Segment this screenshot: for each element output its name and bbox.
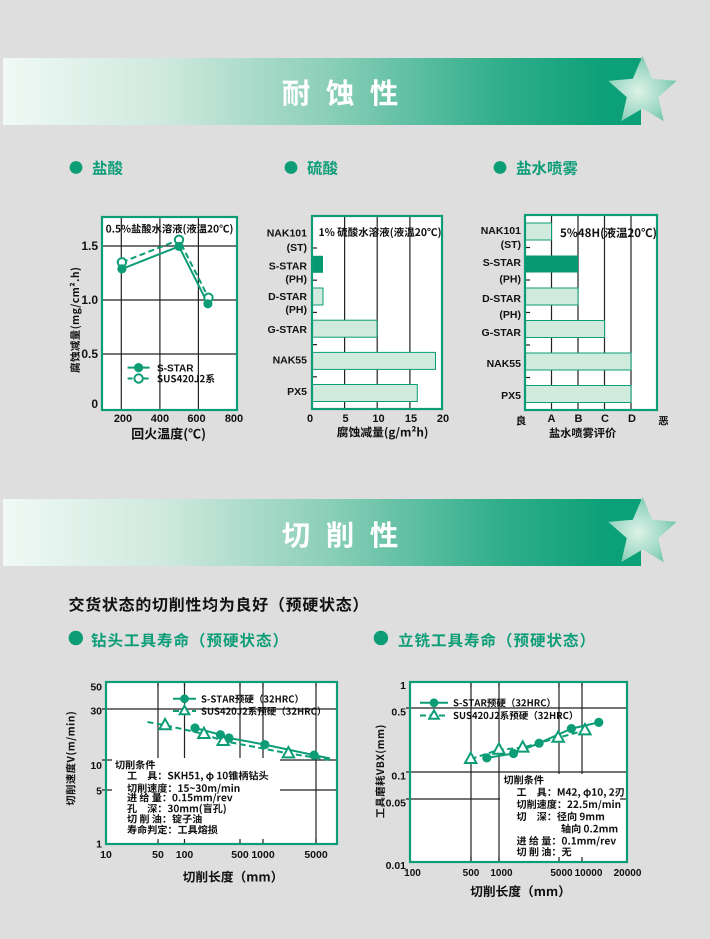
svg-text:5: 5 (96, 786, 102, 798)
svg-text:1000: 1000 (490, 868, 513, 879)
svg-text:(ST): (ST) (501, 239, 521, 251)
svg-text:400: 400 (151, 413, 169, 425)
svg-text:5: 5 (342, 413, 348, 425)
svg-text:1: 1 (400, 680, 406, 692)
svg-text:0: 0 (307, 413, 313, 425)
svg-text:10: 10 (100, 849, 112, 861)
svg-text:600: 600 (187, 413, 205, 425)
svg-text:20000: 20000 (614, 868, 642, 879)
svg-text:200: 200 (114, 413, 132, 425)
svg-text:30: 30 (90, 706, 102, 718)
svg-text:5000: 5000 (550, 868, 573, 879)
svg-text:B: B (575, 413, 583, 425)
svg-text:0: 0 (91, 397, 98, 411)
svg-text:100: 100 (404, 868, 421, 879)
svg-text:G-STAR: G-STAR (482, 327, 522, 339)
svg-text:NAK101: NAK101 (267, 228, 307, 240)
svg-text:1: 1 (96, 839, 102, 851)
svg-text:1.5: 1.5 (81, 239, 98, 253)
svg-text:0.05: 0.05 (386, 798, 407, 810)
svg-text:S-STAR: S-STAR (483, 257, 522, 269)
svg-text:(PH): (PH) (285, 304, 307, 316)
svg-text:(PH): (PH) (499, 309, 521, 321)
svg-text:500: 500 (463, 868, 480, 879)
svg-text:10: 10 (372, 413, 384, 425)
svg-text:50: 50 (152, 849, 164, 861)
svg-text:G-STAR: G-STAR (268, 324, 308, 336)
svg-text:NAK101: NAK101 (481, 225, 521, 237)
svg-text:5000: 5000 (304, 849, 328, 861)
svg-text:500: 500 (231, 849, 249, 861)
svg-text:A: A (548, 413, 556, 425)
svg-text:20: 20 (437, 413, 449, 425)
svg-text:D-STAR: D-STAR (482, 293, 521, 305)
svg-text:0.5: 0.5 (391, 707, 406, 719)
svg-text:(PH): (PH) (499, 274, 521, 286)
svg-text:D-STAR: D-STAR (268, 291, 307, 303)
svg-text:0.5: 0.5 (81, 347, 98, 361)
svg-text:NAK55: NAK55 (487, 358, 522, 370)
svg-text:S-STAR: S-STAR (157, 363, 194, 374)
svg-text:800: 800 (225, 413, 243, 425)
svg-text:10: 10 (90, 760, 102, 772)
svg-text:PX5: PX5 (501, 390, 521, 402)
svg-text:10000: 10000 (575, 868, 603, 879)
svg-text:15: 15 (405, 413, 417, 425)
svg-text:1000: 1000 (251, 849, 275, 861)
svg-text:50: 50 (90, 682, 102, 694)
svg-text:100: 100 (176, 849, 194, 861)
svg-text:(ST): (ST) (287, 242, 307, 254)
svg-text:C: C (601, 413, 609, 425)
svg-text:(PH): (PH) (285, 274, 307, 286)
svg-text:1.0: 1.0 (81, 293, 98, 307)
svg-text:D: D (628, 413, 636, 425)
svg-text:0.01: 0.01 (386, 860, 407, 872)
svg-text:S-STAR: S-STAR (269, 261, 308, 273)
svg-text:PX5: PX5 (287, 386, 307, 398)
svg-text:0.1: 0.1 (391, 771, 406, 783)
svg-text:NAK55: NAK55 (273, 355, 308, 367)
